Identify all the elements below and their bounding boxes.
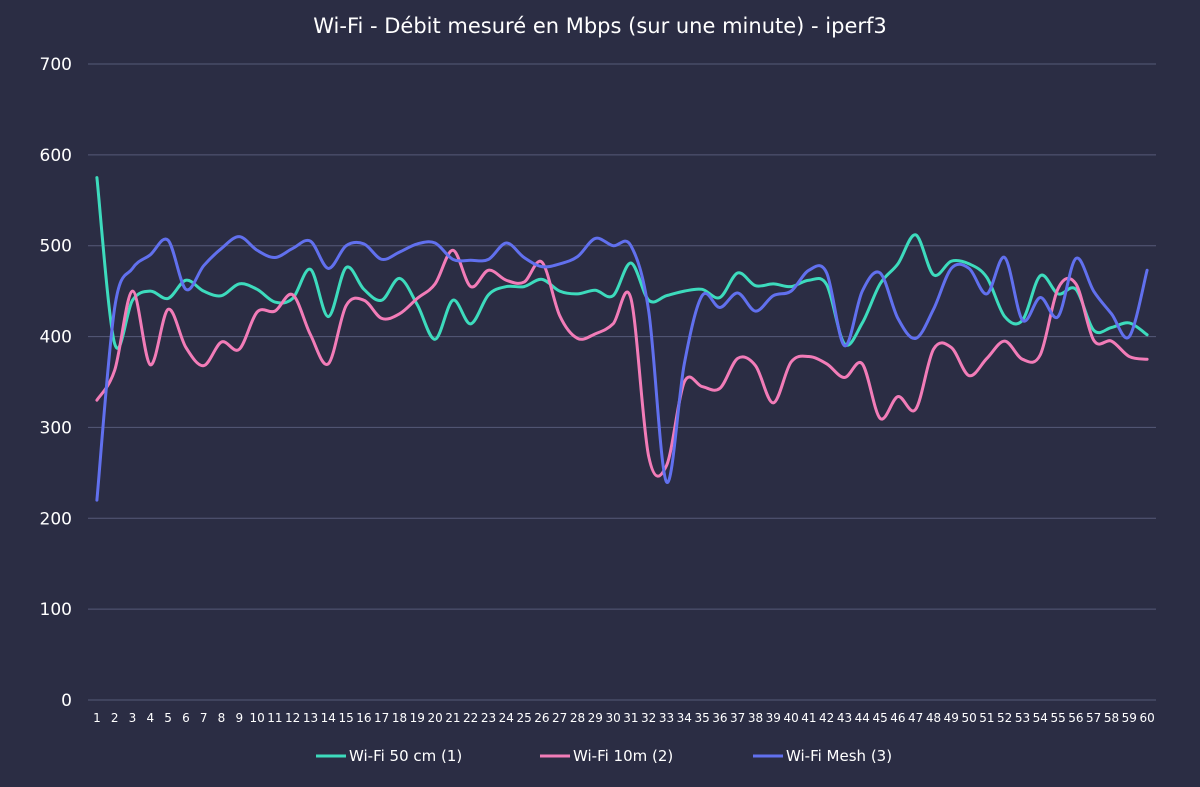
x-tick-label: 15 [338,711,353,725]
x-tick-label: 52 [997,711,1012,725]
x-tick-label: 5 [164,711,172,725]
x-tick-label: 54 [1033,711,1048,725]
series-line [95,176,1149,350]
x-tick-label: 23 [481,711,496,725]
x-tick-label: 46 [890,711,905,725]
x-tick-label: 58 [1104,711,1119,725]
x-tick-label: 6 [182,711,190,725]
x-tick-label: 9 [235,711,243,725]
x-tick-label: 12 [285,711,300,725]
x-tick-label: 37 [730,711,745,725]
x-tick-label: 50 [961,711,976,725]
y-tick-label: 300 [40,418,72,438]
y-tick-label: 700 [40,55,72,75]
x-tick-label: 41 [801,711,816,725]
x-tick-label: 3 [129,711,137,725]
x-tick-label: 56 [1068,711,1083,725]
x-tick-label: 43 [837,711,852,725]
y-tick-label: 400 [40,328,72,348]
x-tick-label: 28 [570,711,585,725]
x-tick-label: 48 [926,711,941,725]
x-tick-label: 4 [146,711,154,725]
x-tick-label: 30 [605,711,620,725]
x-tick-label: 55 [1050,711,1065,725]
x-tick-label: 42 [819,711,834,725]
y-tick-label: 0 [61,691,72,711]
legend-label: Wi-Fi Mesh (3) [786,747,892,765]
series-line [95,248,1149,478]
x-tick-label: 38 [748,711,763,725]
x-tick-label: 22 [463,711,478,725]
x-tick-label: 21 [445,711,460,725]
x-tick-label: 17 [374,711,389,725]
x-tick-label: 32 [641,711,656,725]
x-tick-label: 25 [516,711,531,725]
x-tick-label: 7 [200,711,208,725]
x-tick-label: 27 [552,711,567,725]
x-tick-label: 10 [249,711,264,725]
x-tick-label: 24 [499,711,514,725]
y-tick-label: 100 [40,600,72,620]
legend: Wi-Fi 50 cm (1) Wi-Fi 10m (2) Wi-Fi Mesh (… [316,747,892,765]
x-tick-label: 53 [1015,711,1030,725]
x-tick-label: 49 [944,711,959,725]
x-tick-label: 47 [908,711,923,725]
x-tick-label: 26 [534,711,549,725]
x-tick-label: 45 [872,711,887,725]
y-axis-ticks: 0 100 200 300 400 500 600 700 [40,55,72,711]
chart-title: Wi-Fi - Débit mesuré en Mbps (sur une mi… [313,14,887,38]
legend-label: Wi-Fi 10m (2) [573,747,673,765]
x-tick-label: 29 [588,711,603,725]
x-tick-label: 35 [694,711,709,725]
y-tick-label: 600 [40,146,72,166]
x-tick-label: 8 [218,711,226,725]
grid [88,63,1156,701]
x-tick-label: 36 [712,711,727,725]
x-tick-label: 19 [410,711,425,725]
x-tick-label: 13 [303,711,318,725]
x-tick-label: 33 [659,711,674,725]
x-tick-label: 39 [766,711,781,725]
x-tick-label: 18 [392,711,407,725]
series-line [95,235,1149,502]
x-tick-label: 40 [783,711,798,725]
legend-label: Wi-Fi 50 cm (1) [349,747,462,765]
x-tick-label: 34 [677,711,692,725]
series-lines [95,176,1149,502]
x-tick-label: 11 [267,711,282,725]
x-tick-label: 14 [321,711,336,725]
x-tick-label: 1 [93,711,101,725]
x-tick-label: 51 [979,711,994,725]
x-tick-label: 31 [623,711,638,725]
x-axis-ticks: 1 2 3 4 5 6 7 8 9 10 11 12 13 14 15 16 17 18 19 20 21 22 23 24 2… [93,711,1155,725]
x-tick-label: 60 [1139,711,1154,725]
x-tick-label: 20 [427,711,442,725]
x-tick-label: 16 [356,711,371,725]
x-tick-label: 44 [855,711,870,725]
y-tick-label: 500 [40,237,72,257]
x-tick-label: 57 [1086,711,1101,725]
x-tick-label: 2 [111,711,119,725]
x-tick-label: 59 [1122,711,1137,725]
y-tick-label: 200 [40,509,72,529]
